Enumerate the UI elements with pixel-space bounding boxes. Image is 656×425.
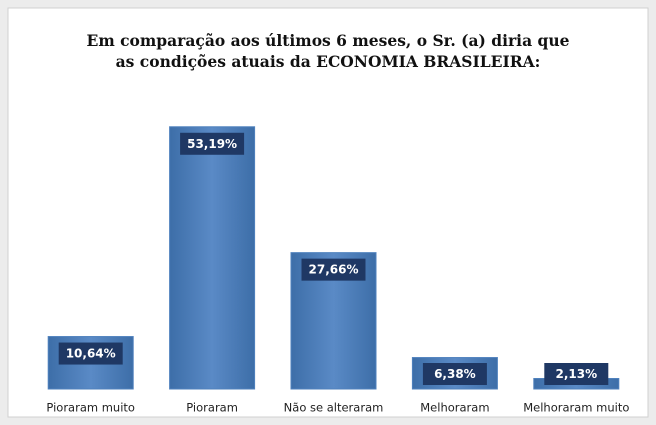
- value-label: 27,66%: [309, 263, 359, 277]
- value-label: 53,19%: [187, 137, 237, 151]
- x-tick-label: Não se alteraram: [284, 401, 384, 415]
- chart-title: as condições atuais da ECONOMIA BRASILEI…: [116, 52, 541, 71]
- x-tick-label: Melhoraram muito: [523, 401, 629, 415]
- value-label-box: [544, 363, 609, 385]
- value-label-box: [301, 258, 366, 281]
- x-tick-label: Melhoraram: [420, 401, 489, 415]
- chart-title: Em comparação aos últimos 6 meses, o Sr.…: [87, 31, 570, 50]
- bar: [169, 126, 256, 390]
- x-tick-label: Pioraram: [186, 401, 238, 415]
- value-label: 6,38%: [434, 367, 476, 381]
- value-label-box: [422, 363, 487, 385]
- value-label: 2,13%: [555, 367, 597, 381]
- value-label: 10,64%: [66, 347, 116, 361]
- x-tick-label: Pioraram muito: [46, 401, 135, 415]
- value-label-box: [180, 132, 245, 155]
- value-label-box: [58, 342, 123, 365]
